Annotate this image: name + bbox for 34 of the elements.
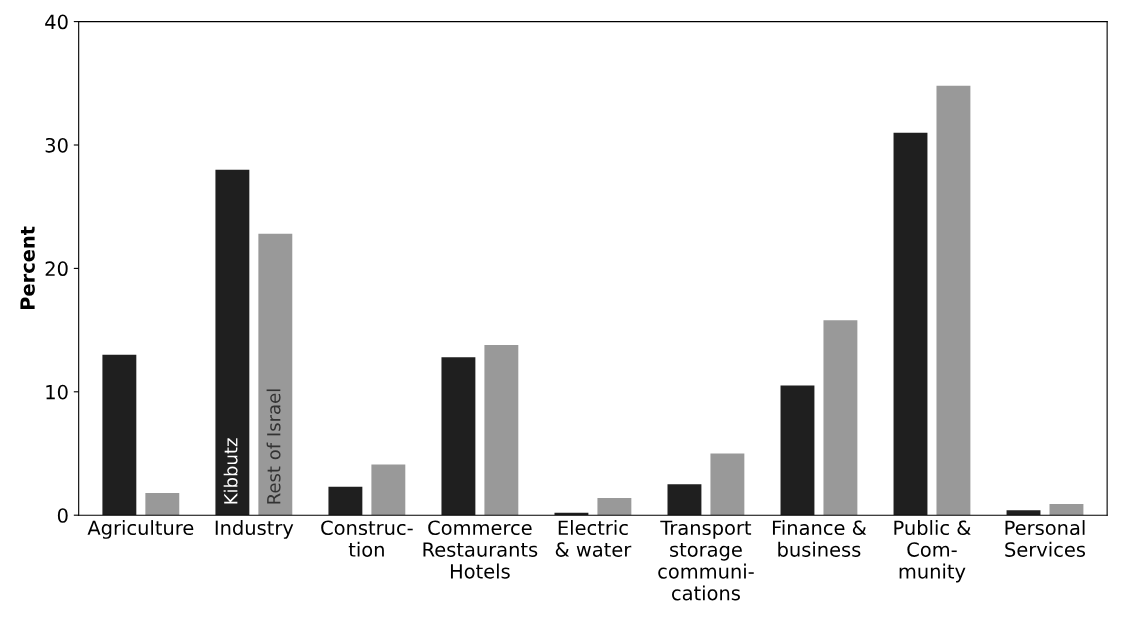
- bar: [1006, 510, 1041, 516]
- series-label: Kibbutz: [223, 438, 238, 504]
- bar: [215, 169, 250, 516]
- y-tick-label: 20: [45, 261, 68, 277]
- x-tick-label: Agriculture: [87, 520, 194, 539]
- bar: [258, 233, 293, 516]
- x-tick-label: Commerce Restaurants Hotels: [423, 520, 538, 579]
- y-tick-label: 10: [46, 384, 68, 400]
- x-tick-label: Electric & water: [555, 520, 632, 557]
- x-tick-label: Industry: [215, 520, 294, 539]
- bar: [667, 484, 702, 516]
- bar: [823, 320, 858, 516]
- bar: [710, 453, 745, 516]
- bar: [1049, 504, 1084, 516]
- bar: [441, 357, 476, 516]
- x-tick-label: Construc- tion: [321, 520, 413, 557]
- y-tick-label: 0: [57, 508, 68, 523]
- series-label: Rest of Israel: [266, 389, 281, 504]
- bar: [484, 344, 519, 516]
- bar: [780, 385, 815, 516]
- x-tick-label: Transport storage communi- cations: [658, 520, 754, 601]
- bar: [936, 85, 971, 516]
- x-tick-label: Finance & business: [772, 520, 867, 557]
- bar: [145, 492, 180, 516]
- bar: [328, 486, 363, 516]
- bar: [893, 132, 928, 516]
- bar: [597, 497, 632, 516]
- bar: [371, 464, 406, 516]
- x-tick-label: Personal Services: [1005, 520, 1086, 557]
- y-tick-label: 30: [45, 137, 68, 153]
- bar: [102, 354, 137, 516]
- x-tick-label: Public & Com- munity: [894, 520, 971, 583]
- y-tick-label: 40: [45, 14, 68, 30]
- y-axis-title: Percent: [20, 226, 35, 310]
